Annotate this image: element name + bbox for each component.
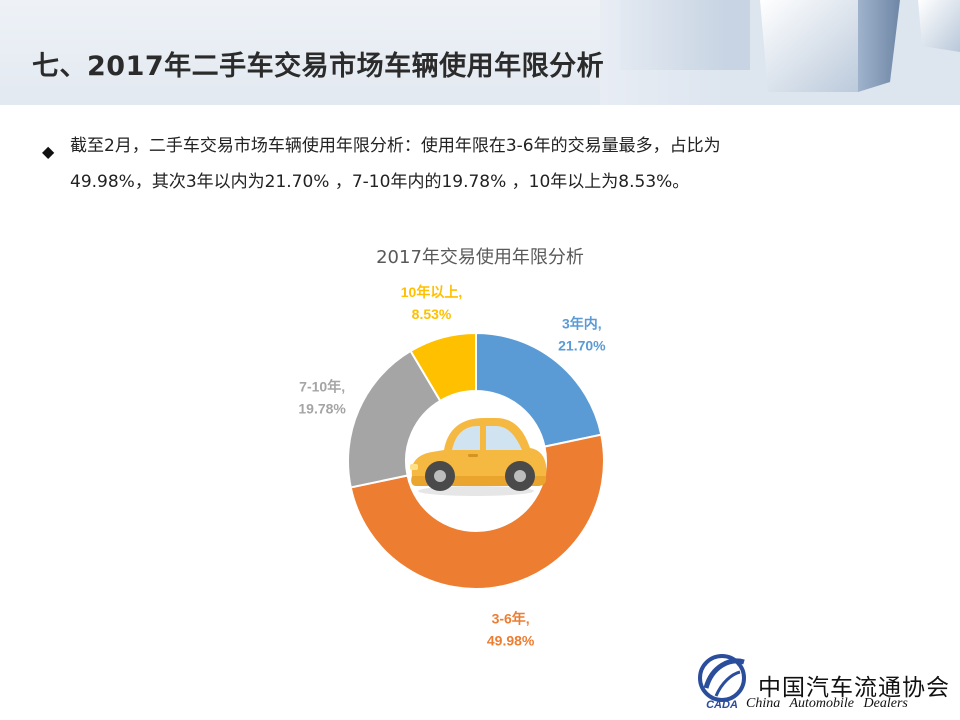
car-icon [410,418,547,496]
summary-line-2: 49.98%，其次3年以内为21.70% ，7-10年内的19.78% ，10年… [70,172,690,192]
slice-category-1: 3-6年, [492,610,530,626]
slice-value-0: 21.70% [558,338,606,354]
slice-label-0: 3年内, 21.70% [558,316,606,354]
slice-value-2: 19.78% [298,401,346,417]
slice-category-2: 7-10年, [299,379,345,395]
slice-category-3: 10年以上, [401,284,462,300]
slice-category-0: 3年内, [562,316,602,332]
summary-bullet: ◆ 截至2月，二手车交易市场车辆使用年限分析：使用年限在3-6年的交易量最多，占… [42,128,922,200]
page-title: 七、2017年二手车交易市场车辆使用年限分析 [32,51,605,82]
donut-labels: 3年内, 21.70% 3-6年, 49.98% 7-10年, 19.78% 10年以上, 8… [298,284,606,648]
summary-text: 截至2月，二手车交易市场车辆使用年限分析：使用年限在3-6年的交易量最多，占比为… [70,128,922,200]
slice-value-3: 8.53% [412,306,452,322]
logo-text: CADA [706,699,738,711]
slice-label-1: 3-6年, 49.98% [487,610,535,648]
chart-title: 2017年交易使用年限分析 [376,247,584,268]
slice-value-1: 49.98% [487,632,535,648]
diamond-bullet-icon: ◆ [42,142,55,161]
cada-logo: CADA [698,654,746,711]
summary-line-1: 截至2月，二手车交易市场车辆使用年限分析：使用年限在3-6年的交易量最多，占比为 [70,136,721,156]
cube-decoration-icon [600,0,960,105]
slice-label-2: 7-10年, 19.78% [298,379,346,417]
org-name-en: China Automobile Dealers [746,696,908,711]
org-name-cn: 中国汽车流通协会 [758,675,950,701]
header-banner: 七、2017年二手车交易市场车辆使用年限分析 [0,0,960,105]
slice-label-3: 10年以上, 8.53% [401,284,462,322]
